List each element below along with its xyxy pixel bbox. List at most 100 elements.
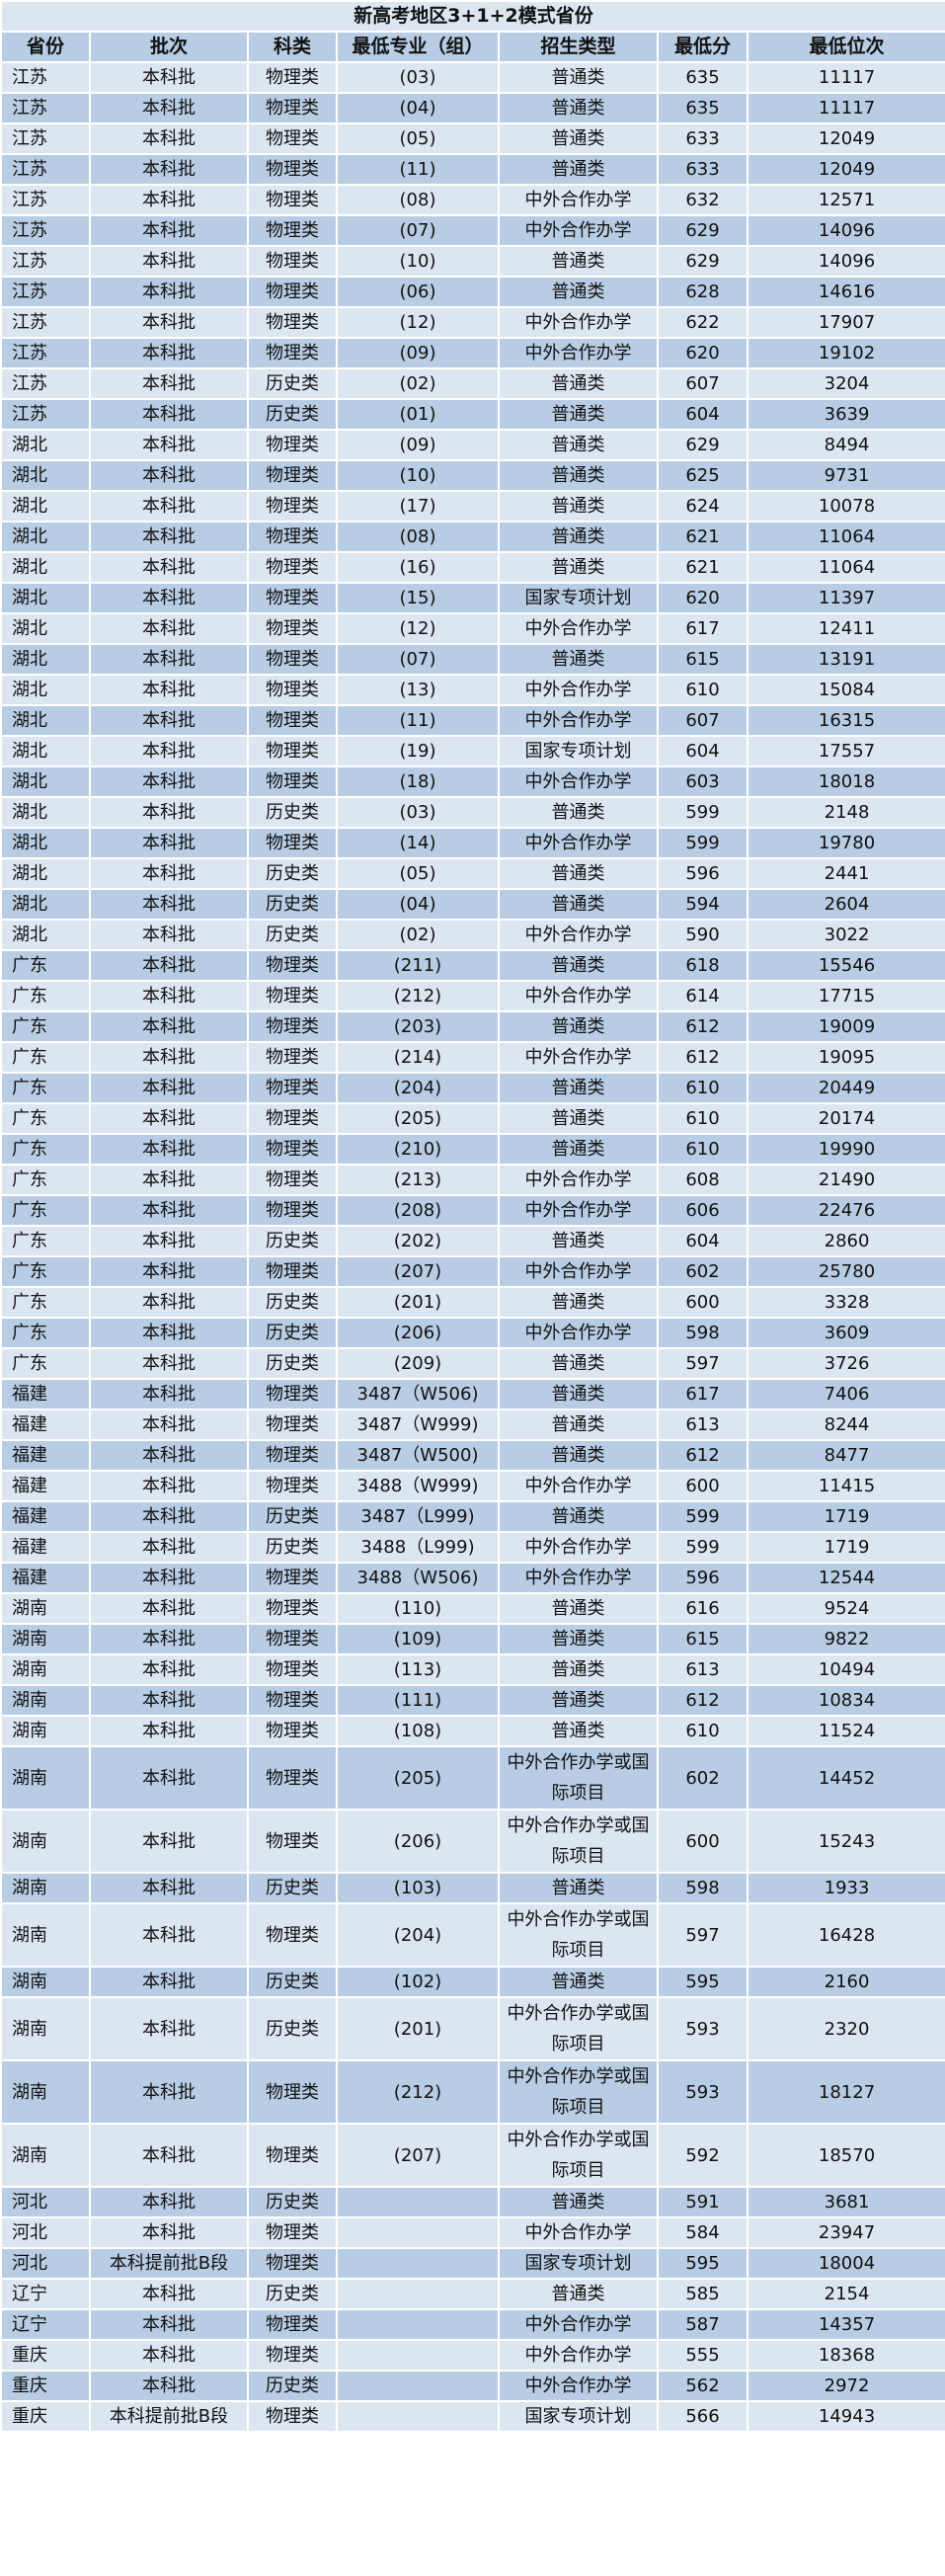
cell-enrollment-type: 普通类 <box>498 1439 659 1472</box>
cell-enrollment-type: 中外合作办学 <box>498 2216 659 2249</box>
cell-min-score: 610 <box>657 674 748 706</box>
table-row: 湖北 本科批 历史类 (02) 中外合作办学 590 3022 <box>0 919 945 951</box>
cell-province: 湖南 <box>0 2059 91 2125</box>
cell-min-rank: 1933 <box>746 1872 945 1904</box>
cell-min-score: 606 <box>657 1194 748 1227</box>
cell-major-group: (205) <box>336 1745 500 1811</box>
cell-enrollment-type: 中外合作办学或国际项目 <box>498 2059 659 2125</box>
admission-score-table: 新高考地区3+1+2模式省份 省份 批次 科类 最低专业（组） 招生类型 最低分… <box>0 0 945 2433</box>
cell-batch: 本科批 <box>89 429 249 461</box>
cell-enrollment-type: 普通类 <box>498 888 659 921</box>
cell-min-score: 600 <box>657 1286 748 1319</box>
cell-major-group: (214) <box>336 1041 500 1074</box>
cell-subject: 物理类 <box>247 1102 338 1135</box>
cell-min-score: 566 <box>657 2400 748 2433</box>
cell-min-rank: 18004 <box>746 2247 945 2280</box>
table-row: 湖南 本科批 物理类 (113) 普通类 613 10494 <box>0 1653 945 1686</box>
cell-major-group: (16) <box>336 551 500 584</box>
cell-province: 辽宁 <box>0 2308 91 2341</box>
cell-major-group <box>336 2308 500 2341</box>
table-row: 广东 本科批 物理类 (210) 普通类 610 19990 <box>0 1133 945 1166</box>
cell-batch: 本科批 <box>89 1102 249 1135</box>
cell-enrollment-type: 普通类 <box>498 521 659 553</box>
cell-subject: 物理类 <box>247 2339 338 2372</box>
cell-major-group: (04) <box>336 92 500 124</box>
cell-major-group <box>336 2370 500 2402</box>
cell-subject: 历史类 <box>247 1317 338 1349</box>
cell-min-score: 598 <box>657 1317 748 1349</box>
cell-province: 湖北 <box>0 521 91 553</box>
cell-min-score: 585 <box>657 2278 748 2310</box>
table-row: 重庆 本科批 物理类 中外合作办学 555 18368 <box>0 2339 945 2372</box>
cell-min-rank: 11064 <box>746 521 945 553</box>
table-row: 福建 本科批 物理类 3487（W999) 普通类 613 8244 <box>0 1409 945 1441</box>
table-row: 湖北 本科批 物理类 (16) 普通类 621 11064 <box>0 551 945 584</box>
table-row: 湖南 本科批 物理类 (204) 中外合作办学或国际项目 597 16428 <box>0 1902 945 1968</box>
cell-min-score: 629 <box>657 245 748 278</box>
cell-min-score: 612 <box>657 1684 748 1717</box>
cell-province: 江苏 <box>0 122 91 155</box>
cell-batch: 本科批 <box>89 1531 249 1564</box>
cell-subject: 历史类 <box>247 857 338 890</box>
header-major-group: 最低专业（组） <box>336 31 500 63</box>
cell-min-score: 599 <box>657 796 748 829</box>
cell-province: 江苏 <box>0 61 91 94</box>
table-row: 湖北 本科批 物理类 (17) 普通类 624 10078 <box>0 490 945 523</box>
cell-province: 广东 <box>0 1347 91 1380</box>
table-row: 广东 本科批 物理类 (203) 普通类 612 19009 <box>0 1010 945 1043</box>
cell-min-rank: 8494 <box>746 429 945 461</box>
cell-min-score: 620 <box>657 337 748 369</box>
cell-enrollment-type: 中外合作办学 <box>498 2308 659 2341</box>
cell-batch: 本科批 <box>89 1409 249 1441</box>
cell-min-rank: 10834 <box>746 1684 945 1717</box>
cell-subject: 物理类 <box>247 674 338 706</box>
cell-major-group: (11) <box>336 153 500 186</box>
table-row: 广东 本科批 历史类 (202) 普通类 604 2860 <box>0 1225 945 1257</box>
cell-enrollment-type: 普通类 <box>498 398 659 431</box>
cell-enrollment-type: 普通类 <box>498 796 659 829</box>
cell-batch: 本科批 <box>89 735 249 767</box>
cell-batch: 本科批 <box>89 1684 249 1717</box>
cell-min-rank: 3328 <box>746 1286 945 1319</box>
cell-province: 湖南 <box>0 1996 91 2061</box>
cell-min-score: 622 <box>657 306 748 339</box>
cell-major-group: 3487（W500) <box>336 1439 500 1472</box>
table-row: 湖南 本科批 物理类 (111) 普通类 612 10834 <box>0 1684 945 1717</box>
cell-enrollment-type: 中外合作办学 <box>498 1531 659 1564</box>
cell-subject: 物理类 <box>247 1470 338 1502</box>
cell-province: 广东 <box>0 1041 91 1074</box>
cell-batch: 本科批 <box>89 92 249 124</box>
cell-min-rank: 14096 <box>746 214 945 247</box>
cell-enrollment-type: 国家专项计划 <box>498 735 659 767</box>
cell-min-rank: 3681 <box>746 2186 945 2218</box>
cell-min-rank: 11117 <box>746 61 945 94</box>
cell-major-group: (102) <box>336 1966 500 1998</box>
cell-batch: 本科批 <box>89 1439 249 1472</box>
cell-min-score: 610 <box>657 1133 748 1166</box>
cell-major-group: (205) <box>336 1102 500 1135</box>
cell-min-rank: 9731 <box>746 459 945 492</box>
cell-min-rank: 15084 <box>746 674 945 706</box>
cell-min-rank: 14452 <box>746 1745 945 1811</box>
cell-min-rank: 3639 <box>746 398 945 431</box>
cell-subject: 物理类 <box>247 1409 338 1441</box>
cell-min-rank: 17557 <box>746 735 945 767</box>
cell-major-group: (109) <box>336 1623 500 1655</box>
cell-major-group: (10) <box>336 459 500 492</box>
cell-min-score: 610 <box>657 1715 748 1747</box>
cell-min-score: 610 <box>657 1102 748 1135</box>
cell-enrollment-type: 普通类 <box>498 1966 659 1998</box>
cell-min-rank: 18570 <box>746 2123 945 2188</box>
table-row: 江苏 本科批 物理类 (04) 普通类 635 11117 <box>0 92 945 124</box>
cell-subject: 物理类 <box>247 1623 338 1655</box>
cell-province: 湖北 <box>0 674 91 706</box>
table-row: 湖北 本科批 历史类 (05) 普通类 596 2441 <box>0 857 945 890</box>
cell-enrollment-type: 普通类 <box>498 1715 659 1747</box>
cell-subject: 物理类 <box>247 1010 338 1043</box>
cell-min-score: 603 <box>657 765 748 798</box>
cell-batch: 本科批 <box>89 2370 249 2402</box>
cell-min-score: 597 <box>657 1347 748 1380</box>
cell-major-group: (15) <box>336 582 500 614</box>
cell-province: 福建 <box>0 1562 91 1594</box>
cell-province: 广东 <box>0 1255 91 1288</box>
